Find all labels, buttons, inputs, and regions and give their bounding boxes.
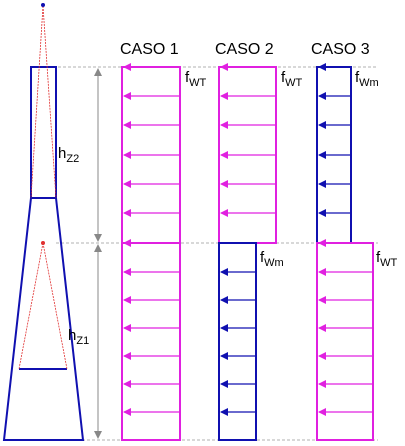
load-block-case3-lower <box>316 239 374 441</box>
label-case2-lower: fWm <box>260 249 284 269</box>
load-block-case1-lower <box>121 239 181 441</box>
label-case3-upper: fWm <box>355 69 379 89</box>
load-distributions <box>121 63 374 441</box>
mast-line-left <box>30 5 44 199</box>
load-block-case2-upper <box>218 63 277 244</box>
mast-line-right <box>42 5 57 199</box>
label-case3-lower: fWT <box>376 249 398 269</box>
h-z2-label: hZ2 <box>58 145 79 165</box>
lower-cone-line-left <box>18 242 44 370</box>
lower-cone-apex <box>41 241 45 245</box>
load-block-case1-upper <box>121 63 181 244</box>
tower <box>2 3 85 441</box>
tower-outline <box>2 66 85 441</box>
load-block-case3-upper <box>316 63 352 244</box>
label-case2-upper: fWT <box>281 69 303 89</box>
header-caso-2: CASO 2 <box>215 41 274 58</box>
mast-top-point <box>41 3 45 7</box>
load-outline-case2-lower <box>218 242 257 441</box>
label-case1-upper: fWT <box>185 69 207 89</box>
h-z1-label: hZ1 <box>68 327 89 347</box>
lower-cone-line-right <box>42 242 68 370</box>
header-caso-1: CASO 1 <box>120 41 179 58</box>
header-caso-3: CASO 3 <box>311 41 370 58</box>
load-block-case2-lower <box>218 242 257 441</box>
